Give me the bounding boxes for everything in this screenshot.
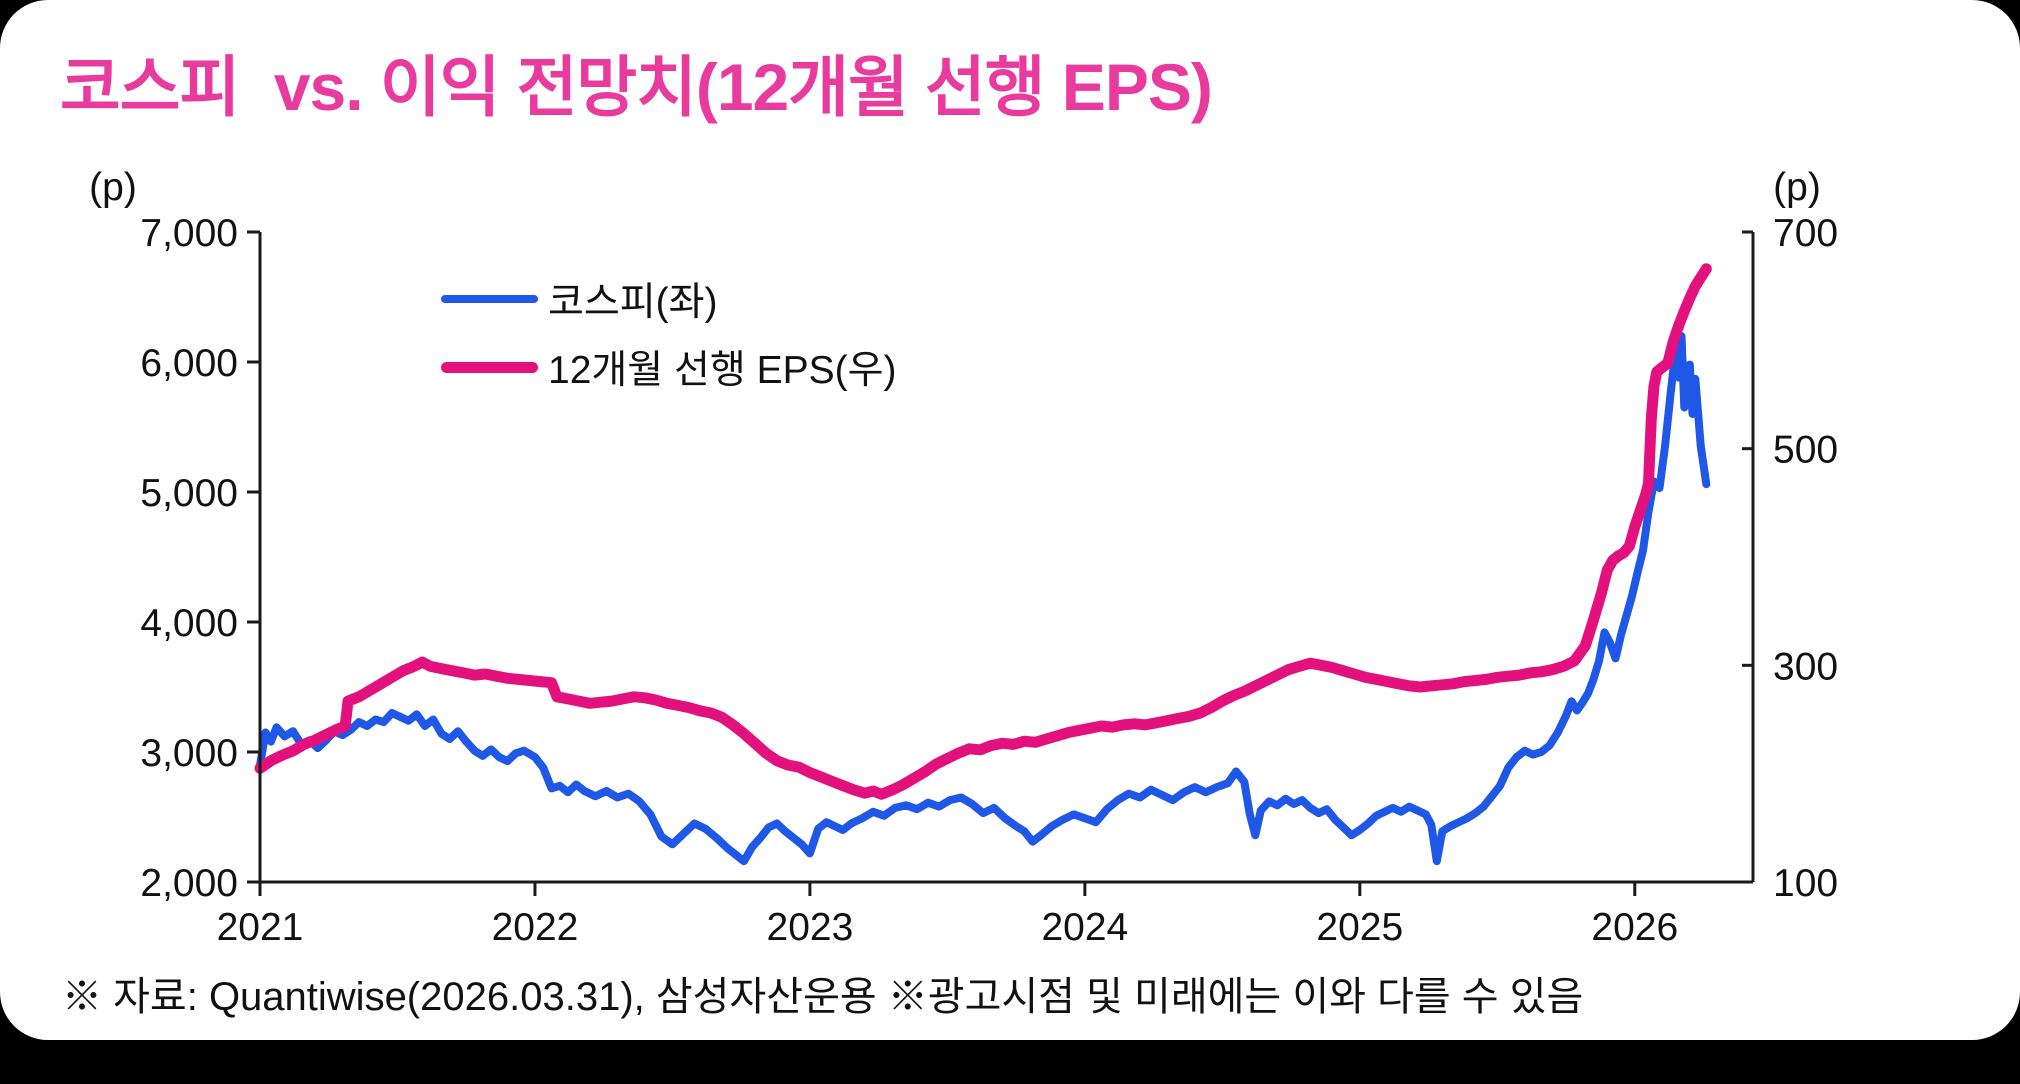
right-tick-label: 500: [1773, 429, 1838, 472]
line-chart: 2,000 3,000 4,000 5,000 6,000 7,000 100 300 500 7…: [89, 166, 1838, 949]
series-line-1: [254, 263, 1712, 800]
left-tick-label: 4,000: [140, 602, 238, 645]
right-tick-label: 300: [1773, 645, 1838, 688]
left-tick-label: 2,000: [140, 862, 238, 905]
legend-label: 12개월 선행 EPS(우): [548, 349, 897, 392]
legend-item-kospi: 코스피(좌): [441, 274, 896, 324]
series-line-0: [256, 332, 1711, 866]
left-axis-unit-label: (p): [89, 166, 137, 209]
eps-line-swatch-icon: [441, 361, 538, 373]
right-tick-label: 700: [1773, 212, 1838, 255]
x-tick-label: 2022: [492, 906, 579, 949]
right-tick-label: 100: [1773, 862, 1838, 905]
chart-legend: 코스피(좌) 12개월 선행 EPS(우): [441, 274, 896, 392]
chart-title: 코스피 vs. 이익 전망치(12개월 선행 EPS): [60, 50, 1213, 124]
x-tick-label: 2026: [1591, 906, 1678, 949]
left-tick-label: 6,000: [140, 342, 238, 385]
kospi-line-swatch-icon: [441, 295, 538, 303]
x-tick-label: 2021: [217, 906, 304, 949]
left-tick-label: 7,000: [140, 212, 238, 255]
x-tick-label: 2025: [1316, 906, 1403, 949]
left-tick-label: 5,000: [140, 472, 238, 515]
x-tick-label: 2024: [1041, 906, 1128, 949]
right-axis-unit-label: (p): [1773, 166, 1821, 209]
left-tick-label: 3,000: [140, 732, 238, 775]
legend-item-eps: 12개월 선행 EPS(우): [441, 342, 896, 392]
source-footnote: ※ 자료: Quantiwise(2026.03.31), 삼성자산운용 ※광고…: [62, 975, 1584, 1019]
x-tick-label: 2023: [767, 906, 854, 949]
legend-label: 코스피(좌): [548, 281, 718, 324]
chart-card: 코스피 vs. 이익 전망치(12개월 선행 EPS) 2,000 3,000 4,…: [0, 0, 2020, 1040]
